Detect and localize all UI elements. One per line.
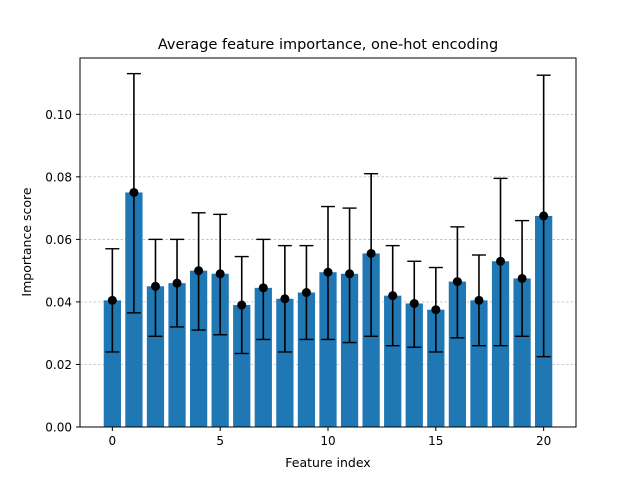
mean-point bbox=[129, 187, 139, 197]
mean-point bbox=[517, 273, 527, 283]
y-tick-label: 0.06 bbox=[45, 233, 72, 247]
mean-point bbox=[237, 300, 247, 310]
mean-point bbox=[172, 278, 182, 288]
bar bbox=[427, 309, 445, 427]
bar bbox=[319, 272, 337, 427]
mean-point bbox=[150, 281, 160, 291]
bar bbox=[233, 305, 251, 427]
bar bbox=[513, 278, 531, 427]
y-axis-label: Importance score bbox=[19, 187, 34, 297]
x-tick-label: 10 bbox=[320, 434, 335, 448]
bar bbox=[254, 287, 272, 427]
mean-point bbox=[301, 288, 311, 298]
x-tick-label: 20 bbox=[536, 434, 551, 448]
mean-point bbox=[452, 277, 462, 287]
mean-point bbox=[539, 211, 549, 221]
bar bbox=[384, 295, 402, 427]
mean-point bbox=[107, 295, 117, 305]
x-axis-label: Feature index bbox=[285, 455, 370, 470]
mean-point bbox=[280, 294, 290, 304]
mean-point bbox=[258, 283, 268, 293]
bar bbox=[168, 283, 186, 427]
bar bbox=[103, 300, 121, 427]
mean-point bbox=[431, 305, 441, 315]
mean-point bbox=[194, 266, 204, 276]
y-tick-label: 0.02 bbox=[45, 358, 72, 372]
bar bbox=[189, 270, 208, 427]
y-tick-label: 0.10 bbox=[45, 108, 72, 122]
bar bbox=[405, 303, 423, 427]
mean-point bbox=[496, 256, 506, 266]
bar bbox=[470, 300, 488, 427]
y-axis-ticks: 0.00 0.02 0.04 0.06 0.08 0.10 bbox=[45, 108, 80, 435]
error-bars bbox=[105, 72, 551, 358]
bar bbox=[276, 298, 294, 427]
bar bbox=[297, 292, 316, 427]
bar bbox=[340, 273, 359, 427]
mean-point bbox=[345, 269, 355, 279]
bar bbox=[448, 281, 467, 427]
bar bbox=[146, 286, 165, 427]
y-tick-label: 0.04 bbox=[45, 295, 72, 309]
y-tick-label: 0.00 bbox=[45, 421, 72, 435]
bar bbox=[362, 253, 380, 427]
y-tick-label: 0.08 bbox=[45, 170, 72, 184]
x-axis-ticks: 0 5 10 15 20 bbox=[109, 427, 551, 448]
x-tick-label: 5 bbox=[216, 434, 224, 448]
chart-title: Average feature importance, one-hot enco… bbox=[158, 37, 498, 53]
x-tick-label: 0 bbox=[109, 434, 117, 448]
mean-point bbox=[474, 295, 484, 305]
mean-point bbox=[366, 248, 376, 258]
plot-frame bbox=[79, 57, 577, 428]
mean-point bbox=[323, 267, 333, 277]
mean-point bbox=[215, 269, 225, 279]
mean-point bbox=[409, 298, 419, 308]
bar bbox=[211, 273, 229, 427]
mean-point bbox=[388, 291, 398, 301]
x-tick-label: 15 bbox=[428, 434, 443, 448]
